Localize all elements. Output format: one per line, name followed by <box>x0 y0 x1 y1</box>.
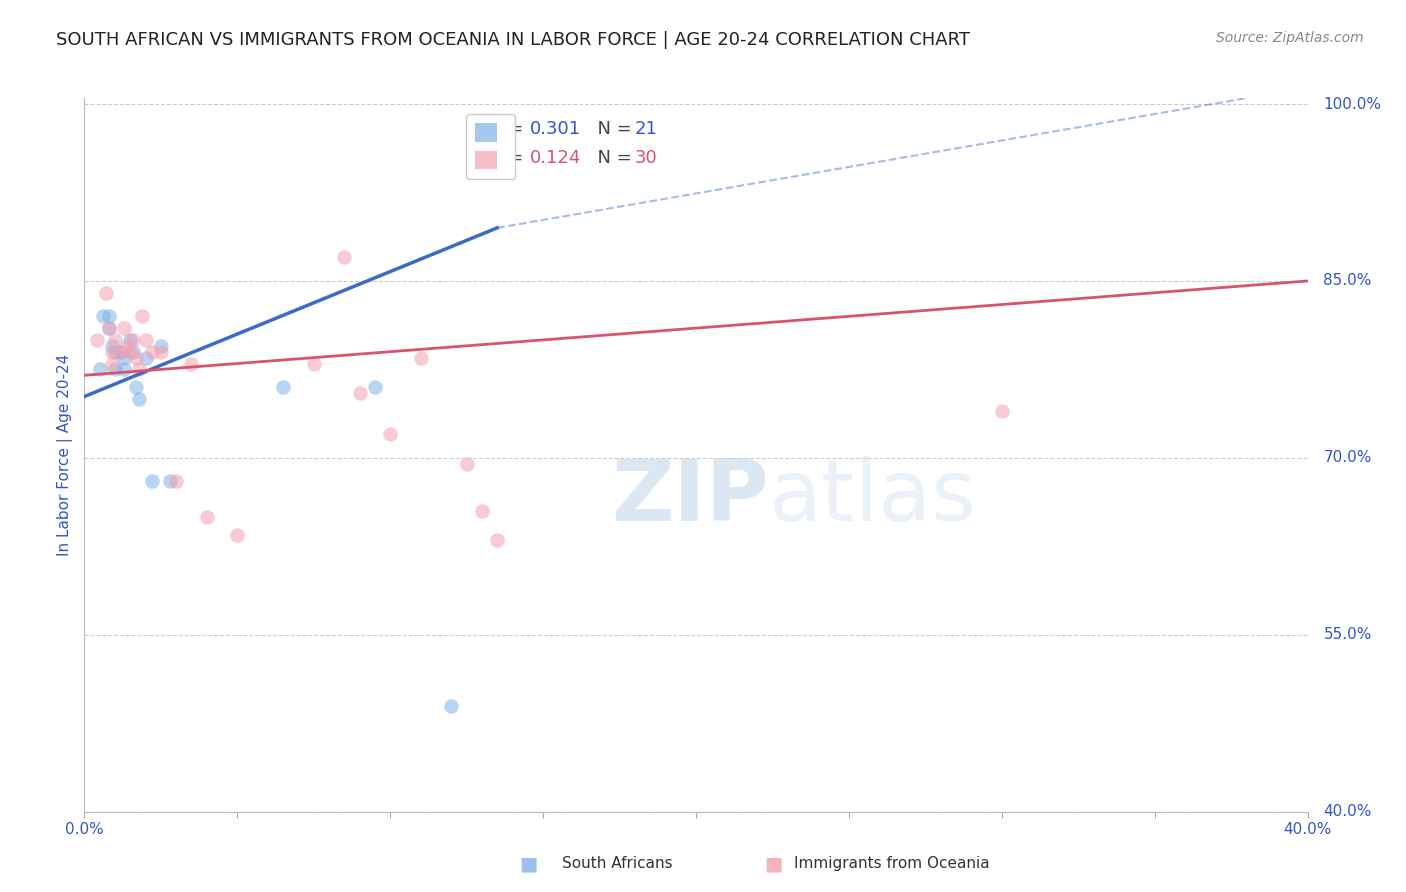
Point <box>271 380 294 394</box>
Point <box>110 344 132 359</box>
Text: 40.0%: 40.0% <box>1323 805 1372 819</box>
Point <box>991 403 1014 417</box>
Point <box>86 333 108 347</box>
Point <box>104 333 127 347</box>
Point <box>104 362 127 376</box>
Text: ■: ■ <box>763 854 783 873</box>
Point <box>409 351 432 365</box>
Point <box>349 386 371 401</box>
Point <box>486 533 509 548</box>
Text: ■: ■ <box>519 854 538 873</box>
Text: 55.0%: 55.0% <box>1323 627 1372 642</box>
Point <box>135 333 157 347</box>
Text: 21: 21 <box>636 120 658 137</box>
Point <box>180 357 202 371</box>
Point <box>471 504 494 518</box>
Point <box>97 321 120 335</box>
Point <box>120 333 142 347</box>
Text: Immigrants from Oceania: Immigrants from Oceania <box>794 856 990 871</box>
Point <box>149 344 172 359</box>
Text: Source: ZipAtlas.com: Source: ZipAtlas.com <box>1216 31 1364 45</box>
Point <box>128 362 150 376</box>
Point <box>128 392 150 406</box>
Text: 85.0%: 85.0% <box>1323 274 1372 288</box>
Point <box>112 321 135 335</box>
Point <box>149 339 172 353</box>
Point <box>131 310 153 324</box>
Point <box>141 344 163 359</box>
Point <box>97 321 120 335</box>
Point <box>125 351 148 365</box>
Text: N =: N = <box>586 120 637 137</box>
Text: R =: R = <box>491 120 530 137</box>
Point <box>122 333 145 347</box>
Point <box>380 427 402 442</box>
Point <box>125 380 148 394</box>
Point <box>135 351 157 365</box>
Point <box>364 380 387 394</box>
Point <box>141 475 163 489</box>
Point <box>101 344 124 359</box>
Point <box>165 475 187 489</box>
Point <box>115 339 138 353</box>
Point <box>94 285 117 300</box>
Text: 70.0%: 70.0% <box>1323 450 1372 466</box>
Text: South Africans: South Africans <box>562 856 673 871</box>
Text: 0.301: 0.301 <box>530 120 581 137</box>
Point <box>195 509 218 524</box>
Point <box>440 698 463 713</box>
Point <box>91 310 114 324</box>
Text: atlas: atlas <box>769 456 977 540</box>
Point <box>456 457 478 471</box>
Point <box>226 527 249 541</box>
Point <box>333 251 356 265</box>
Legend: , : , <box>467 114 515 179</box>
Point <box>302 357 325 371</box>
Text: 0.124: 0.124 <box>530 149 581 167</box>
Y-axis label: In Labor Force | Age 20-24: In Labor Force | Age 20-24 <box>58 354 73 556</box>
Point <box>159 475 181 489</box>
Text: N =: N = <box>586 149 637 167</box>
Text: SOUTH AFRICAN VS IMMIGRANTS FROM OCEANIA IN LABOR FORCE | AGE 20-24 CORRELATION : SOUTH AFRICAN VS IMMIGRANTS FROM OCEANIA… <box>56 31 970 49</box>
Point <box>97 310 120 324</box>
Point <box>101 357 124 371</box>
Text: R =: R = <box>491 149 530 167</box>
Point <box>101 339 124 353</box>
Point <box>104 344 127 359</box>
Point <box>112 351 135 365</box>
Point <box>120 344 142 359</box>
Text: ZIP: ZIP <box>612 456 769 540</box>
Point <box>110 344 132 359</box>
Text: 30: 30 <box>636 149 658 167</box>
Point <box>89 362 111 376</box>
Point <box>122 344 145 359</box>
Point <box>112 362 135 376</box>
Text: 100.0%: 100.0% <box>1323 96 1382 112</box>
